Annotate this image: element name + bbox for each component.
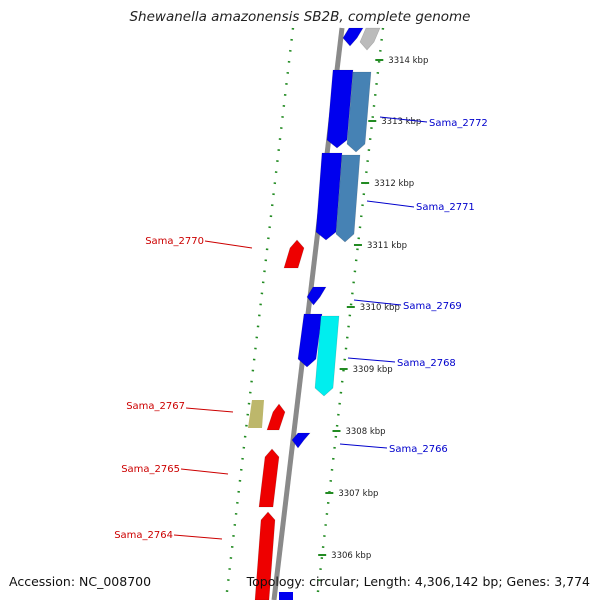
gene-label-sama-2765[interactable]: Sama_2765 <box>121 464 180 475</box>
gene-label-sama-2766[interactable]: Sama_2766 <box>389 444 448 455</box>
gene-label-connector <box>379 116 428 123</box>
gene-label-sama-2770[interactable]: Sama_2770 <box>145 236 204 247</box>
tick-label: 3309 kbp <box>353 365 393 375</box>
accession-text: Accession: NC_008700 <box>9 574 152 589</box>
gene-arrow-sama-2772[interactable] <box>326 69 354 149</box>
gene-label-connector <box>180 468 229 475</box>
gene-label-connector <box>204 240 253 249</box>
gene-label-connector <box>353 299 402 306</box>
gene-label-sama-2771[interactable]: Sama_2771 <box>416 202 475 213</box>
tick-label: 3312 kbp <box>374 179 414 189</box>
gene-arrow-sama-2764[interactable] <box>254 511 276 600</box>
gene-arrow-sama-2765[interactable] <box>258 448 280 508</box>
tick-label: 3314 kbp <box>388 56 428 66</box>
gene-arrow-sama-2769[interactable] <box>306 286 327 306</box>
tick-label: 3313 kbp <box>381 117 421 127</box>
gene-label-sama-2768[interactable]: Sama_2768 <box>397 358 456 369</box>
gene-label-connector <box>347 357 396 363</box>
gene-arrow-sama-2768[interactable] <box>297 313 323 368</box>
gene-arrow-partial[interactable] <box>279 592 293 600</box>
gene-arrow-sama-2772-homolog[interactable] <box>346 71 372 153</box>
gene-arrow-sama-2767[interactable] <box>266 403 286 431</box>
gene-arrow-sama-2771-homolog[interactable] <box>335 154 361 243</box>
gene-label-connector <box>366 200 415 208</box>
gene-label-sama-2769[interactable]: Sama_2769 <box>403 301 462 312</box>
gene-label-connector <box>339 443 388 449</box>
gene-arrow-partial[interactable] <box>359 27 381 51</box>
map-title: Shewanella amazonensis SB2B, complete ge… <box>129 9 471 25</box>
tick-label: 3306 kbp <box>331 551 371 561</box>
gene-label-sama-2767[interactable]: Sama_2767 <box>126 401 185 412</box>
gene-label-connector <box>173 534 223 540</box>
tick-label: 3310 kbp <box>360 303 400 313</box>
gene-arrow-partial[interactable] <box>342 27 364 47</box>
gene-arrow-sama-2770[interactable] <box>283 239 305 269</box>
tick-label: 3307 kbp <box>338 489 378 499</box>
gene-label-connector <box>185 407 234 413</box>
gene-arrow-sama-2771[interactable] <box>315 152 343 241</box>
gene-arrow-sama-2766[interactable] <box>291 432 311 449</box>
gene-label-sama-2764[interactable]: Sama_2764 <box>114 530 173 541</box>
gene-label-sama-2772[interactable]: Sama_2772 <box>429 118 488 129</box>
gene-arrow-sama-2768-homolog[interactable] <box>314 315 340 397</box>
tick-label: 3308 kbp <box>345 427 385 437</box>
topology-text: Topology: circular; Length: 4,306,142 bp… <box>246 574 590 589</box>
gene-block-sama-2767-homolog[interactable] <box>248 400 264 428</box>
tick-label: 3311 kbp <box>367 241 407 251</box>
